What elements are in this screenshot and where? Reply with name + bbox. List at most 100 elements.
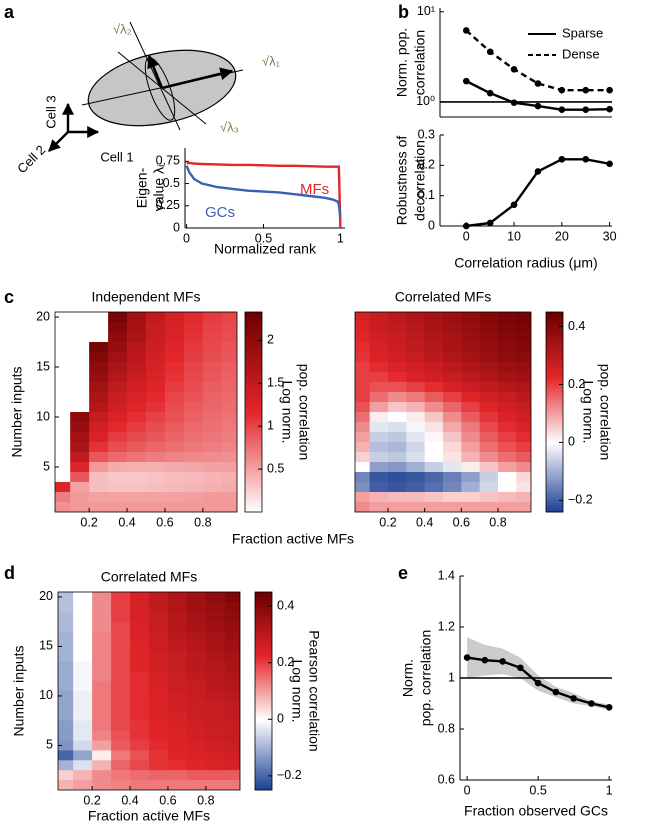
colorbar-strip — [546, 419, 563, 423]
cell — [58, 661, 74, 672]
cell — [443, 492, 462, 503]
cell — [406, 312, 426, 323]
cell — [149, 760, 169, 771]
cell — [205, 681, 226, 692]
cell — [149, 700, 169, 712]
cell — [130, 730, 150, 741]
cell — [388, 392, 407, 403]
colorbar-tick-label: 0.4 — [568, 319, 585, 333]
x-tick-label: 10 — [507, 229, 521, 243]
cell — [146, 412, 166, 423]
colorbar-strip — [255, 656, 272, 660]
colorbar-strip — [245, 494, 262, 498]
colorbar-strip — [255, 606, 272, 610]
colorbar-strip — [546, 349, 563, 353]
cell — [130, 621, 150, 632]
colorbar-strip — [245, 394, 262, 398]
cell — [461, 352, 481, 363]
colorbar-strip — [245, 479, 262, 483]
cell — [221, 412, 237, 423]
cell — [369, 492, 389, 503]
cell — [406, 492, 426, 503]
cell — [498, 432, 517, 443]
colorbar-tick-label: 0.2 — [277, 655, 294, 669]
colorbar-strip — [255, 683, 272, 687]
cell — [406, 352, 426, 363]
cell — [127, 352, 147, 363]
y-axis-label: pop. correlation — [418, 630, 434, 727]
colorbar-strip — [255, 752, 272, 756]
cell — [388, 322, 407, 333]
colorbar-label: Log norm. — [279, 380, 295, 443]
x-tick-label: 0.8 — [489, 515, 506, 529]
cell — [205, 691, 226, 702]
colorbar-tick-label: 1.5 — [267, 376, 284, 390]
cell — [167, 780, 188, 790]
cell — [461, 322, 481, 333]
colorbar-strip — [546, 382, 563, 385]
y-axis-label: Number inputs — [9, 366, 25, 457]
point — [510, 201, 518, 209]
colorbar-strip — [245, 337, 262, 340]
colorbar-strip — [255, 700, 272, 704]
cell — [224, 641, 240, 652]
cell — [164, 412, 185, 423]
colorbar-strip — [245, 464, 262, 468]
y-tick-label: 10 — [36, 409, 50, 423]
panel-label: a — [4, 2, 15, 22]
x-axis-label: Fraction observed GCs — [464, 803, 608, 819]
point — [463, 654, 471, 661]
cell — [479, 442, 499, 453]
cell — [355, 482, 371, 493]
colorbar-strip — [255, 596, 272, 600]
cell — [164, 402, 185, 413]
colorbar-strip — [245, 474, 262, 478]
y-axis-label: Norm. — [400, 659, 416, 697]
colorbar-strip — [245, 504, 262, 508]
cell — [355, 372, 371, 383]
colorbar-strip — [546, 337, 563, 340]
cell — [443, 312, 462, 323]
colorbar-frame — [545, 311, 564, 513]
cell — [164, 432, 185, 443]
cell — [73, 621, 93, 632]
cell — [443, 422, 462, 433]
cell — [424, 392, 444, 403]
cell — [149, 641, 169, 652]
cell — [89, 402, 109, 413]
axis-line — [129, 21, 181, 131]
colorbar-strip — [546, 314, 563, 318]
cell — [164, 372, 185, 383]
cell — [183, 382, 204, 393]
colorbar-strip — [245, 499, 262, 503]
cell — [146, 472, 166, 483]
colorbar-strip — [546, 354, 563, 358]
colorbar-strip — [546, 442, 563, 445]
cell — [498, 472, 517, 483]
cell — [202, 432, 223, 443]
cell — [498, 312, 517, 323]
colorbar-strip — [546, 379, 563, 383]
cell — [167, 760, 188, 771]
cell — [205, 730, 226, 741]
cell — [221, 442, 237, 453]
colorbar-strip — [255, 634, 272, 637]
x-tick-label: 0.2 — [379, 515, 396, 529]
cell — [461, 342, 481, 353]
cell — [516, 362, 531, 373]
cell — [221, 352, 237, 363]
cell — [73, 661, 93, 672]
cell — [111, 760, 131, 771]
colorbar-strip — [255, 599, 272, 603]
cell — [224, 710, 240, 722]
cell — [369, 412, 389, 423]
cell — [224, 770, 240, 781]
cell — [221, 472, 237, 483]
colorbar-strip — [245, 502, 262, 505]
cell — [111, 661, 131, 672]
colorbar-strip — [255, 742, 272, 746]
heatmap — [55, 312, 237, 512]
cell — [92, 720, 112, 731]
colorbar-strip — [245, 332, 262, 335]
colorbar-strip — [546, 414, 563, 418]
